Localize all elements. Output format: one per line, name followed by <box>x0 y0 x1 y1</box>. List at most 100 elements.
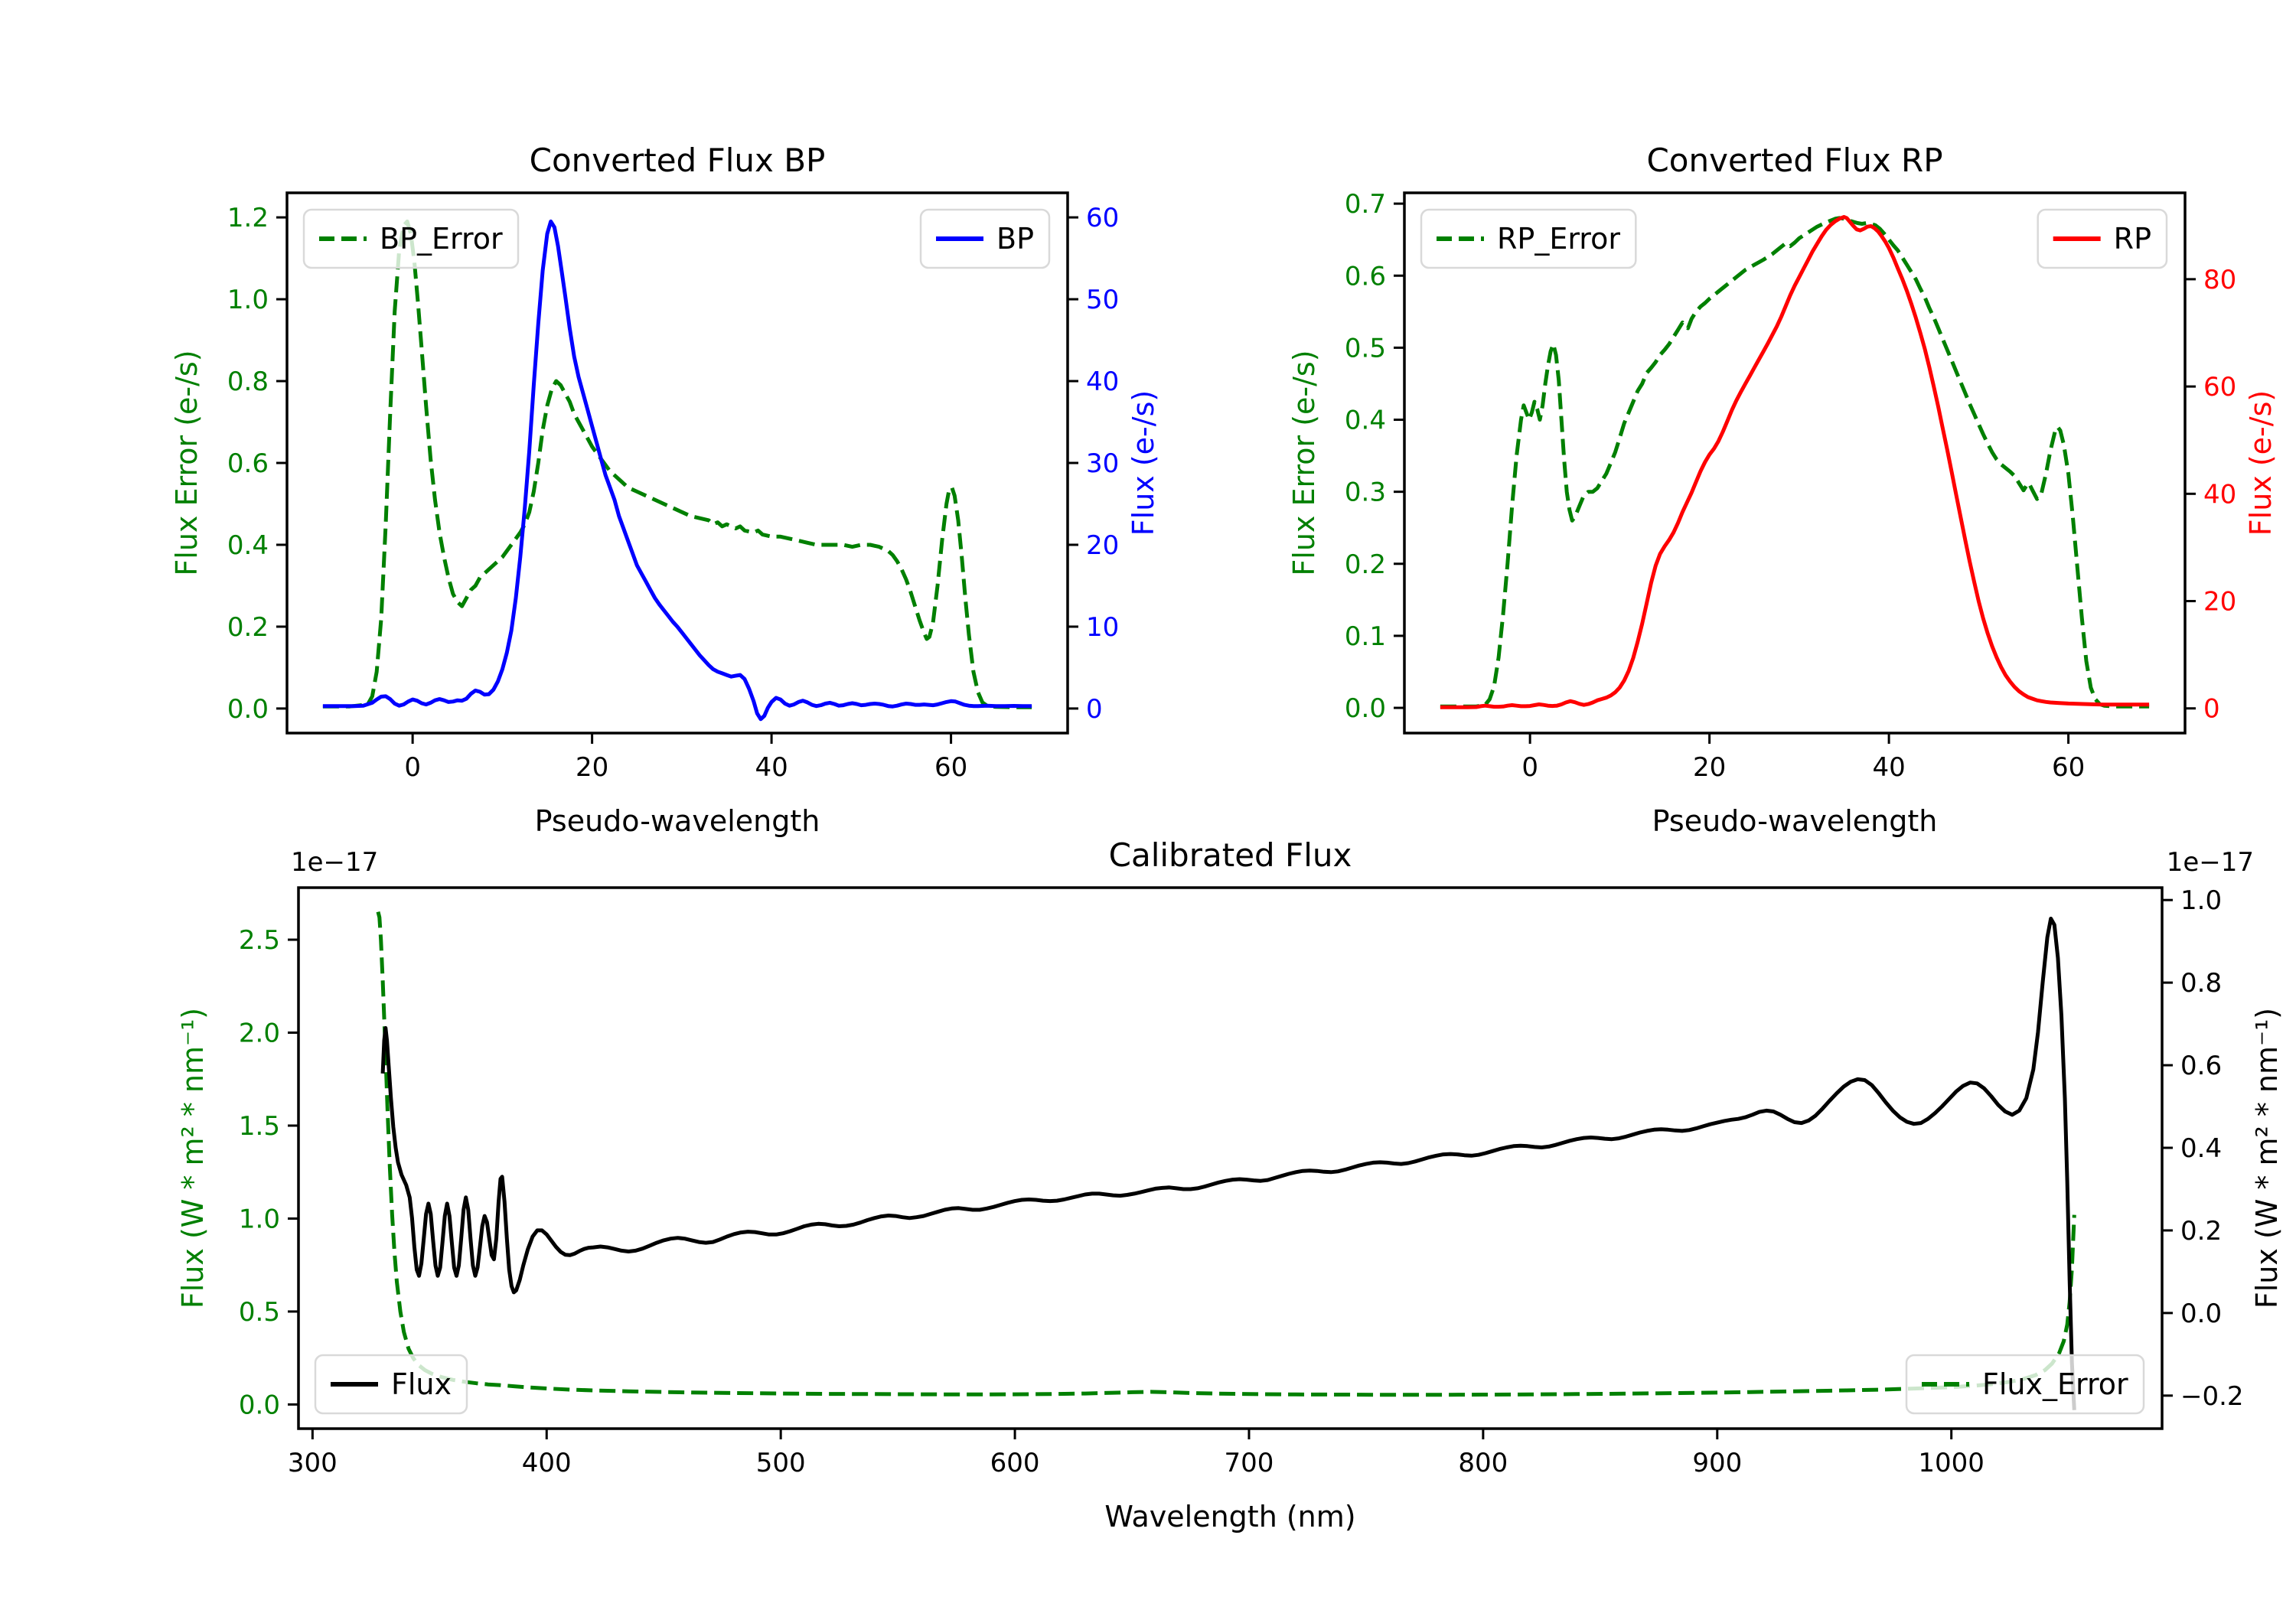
rp-legend: RP <box>2037 208 2168 269</box>
bp-right-tick-label: 20 <box>1086 530 1119 561</box>
rp-right-tick-label: 20 <box>2203 587 2236 618</box>
rp-left-tick-label: 0.2 <box>1345 549 1386 580</box>
cal-series-group <box>376 911 2076 1410</box>
cal-right-tick-label: 0.4 <box>2180 1133 2222 1164</box>
cal-right-tick-label: 0.6 <box>2180 1051 2222 1081</box>
flux-legend-box <box>314 1354 468 1415</box>
bp-right-tick-label: 0 <box>1086 694 1103 725</box>
flux_error-series-line <box>376 911 2076 1397</box>
bp-left-axis-label: Flux Error (e-/s) <box>170 350 204 575</box>
flux_error-legend-label: Flux_Error <box>1982 1367 2128 1401</box>
bp-left-tick-label: 0.0 <box>227 694 269 725</box>
bp-x-tick-label: 0 <box>404 752 421 783</box>
bp-x-tick-label: 20 <box>576 752 608 783</box>
rp-x-tick-label: 40 <box>1872 752 1905 783</box>
bp-axes-frame <box>285 191 1069 735</box>
cal-right-tick-label: 1.0 <box>2180 885 2222 916</box>
cal-left-axis-label: Flux (W * m² * nm⁻¹) <box>176 1008 210 1309</box>
rp-left-tick-label: 0.6 <box>1345 261 1386 292</box>
cal-left-tick-label: 2.5 <box>239 925 280 956</box>
cal-left-tick-label: 1.0 <box>239 1204 280 1234</box>
cal-x-tick-label: 700 <box>1225 1448 1274 1478</box>
cal-right-tick-label: 0.0 <box>2180 1299 2222 1329</box>
bp-x-axis-label: Pseudo-wavelength <box>535 804 820 838</box>
rp-left-axis-label: Flux Error (e-/s) <box>1287 350 1321 575</box>
bp_error-series-line <box>322 219 1032 709</box>
bp-right-tick-label: 60 <box>1086 203 1119 233</box>
cal-chart-title: Calibrated Flux <box>1109 836 1352 874</box>
cal-right-tick-label: −0.2 <box>2180 1381 2244 1412</box>
bp-legend-box <box>919 208 1051 269</box>
bp-legend-label: BP <box>996 222 1034 256</box>
bp-series-line <box>322 219 1032 722</box>
cal-x-tick-label: 900 <box>1692 1448 1742 1478</box>
bp-left-tick-label: 0.4 <box>227 530 269 561</box>
cal-axes-frame <box>297 886 2164 1430</box>
rp_error-legend: RP_Error <box>1420 208 1637 269</box>
cal-x-tick-label: 400 <box>522 1448 572 1478</box>
bp_error-legend-label: BP_Error <box>380 222 503 256</box>
rp-axes-frame <box>1403 191 2187 735</box>
rp-right-tick-label: 60 <box>2203 372 2236 402</box>
cal-right-tick-label: 0.8 <box>2180 968 2222 999</box>
cal-chart: Flux Flux_Error 300 400 500 600 700 800 900 1000 0… <box>176 836 2284 1533</box>
flux-legend: Flux <box>314 1354 468 1415</box>
bp-right-tick-label: 10 <box>1086 612 1119 643</box>
bp-left-tick-label: 1.2 <box>227 203 269 233</box>
rp_error-legend-label: RP_Error <box>1497 222 1620 256</box>
cal-left-tick-label: 2.0 <box>239 1018 280 1049</box>
cal-right-tick-label: 0.2 <box>2180 1216 2222 1247</box>
rp-right-tick-label: 0 <box>2203 694 2220 725</box>
cal-x-tick-label: 600 <box>990 1448 1040 1478</box>
cal-left-tick-label: 0.5 <box>239 1297 280 1328</box>
cal-x-tick-label: 800 <box>1458 1448 1508 1478</box>
rp-right-axis-label: Flux (e-/s) <box>2244 390 2278 536</box>
bp-right-tick-label: 50 <box>1086 285 1119 315</box>
flux_error-legend-box <box>1905 1354 2145 1415</box>
rp-legend-box <box>2037 208 2168 269</box>
bp-legend: BP <box>919 208 1051 269</box>
bp-left-tick-label: 0.2 <box>227 612 269 643</box>
rp-left-tick-label: 0.0 <box>1345 693 1386 724</box>
rp-x-axis-label: Pseudo-wavelength <box>1652 804 1938 838</box>
rp-left-tick-label: 0.7 <box>1345 189 1386 220</box>
bp-x-tick-label: 60 <box>934 752 967 783</box>
bp-left-tick-label: 1.0 <box>227 285 269 315</box>
rp_error-legend-box <box>1420 208 1637 269</box>
rp-x-tick-label: 60 <box>2052 752 2085 783</box>
bp-right-tick-label: 40 <box>1086 367 1119 397</box>
rp-left-tick-label: 0.4 <box>1345 406 1386 436</box>
rp_error-series-line <box>1440 216 2150 709</box>
bp-series-group <box>322 219 1032 722</box>
cal-x-tick-label: 1000 <box>1918 1448 1985 1478</box>
rp-chart: RP_Error RP 0 20 40 60 0.0 0.1 0.2 0.3 0.4 0.5 0.6 0.… <box>1287 142 2278 838</box>
bp-right-tick-label: 30 <box>1086 448 1119 479</box>
cal-x-tick-label: 300 <box>288 1448 338 1478</box>
rp-left-tick-label: 0.1 <box>1345 621 1386 652</box>
bp-right-axis-label: Flux (e-/s) <box>1127 390 1160 536</box>
bp-left-tick-label: 0.6 <box>227 448 269 479</box>
flux-series-line <box>380 917 2076 1410</box>
cal-x-axis-label: Wavelength (nm) <box>1104 1500 1355 1533</box>
rp-chart-title: Converted Flux RP <box>1646 142 1942 179</box>
cal-x-tick-label: 500 <box>756 1448 806 1478</box>
bp_error-legend-box <box>302 208 520 269</box>
flux-legend-label: Flux <box>391 1367 452 1401</box>
rp-x-tick-label: 0 <box>1521 752 1538 783</box>
bp-chart: BP_Error BP 0 20 40 60 0.0 0.2 0.4 0.6 0.8 1.0 1.2 0 1… <box>170 142 1160 838</box>
rp-x-tick-label: 20 <box>1693 752 1726 783</box>
rp-right-tick-label: 40 <box>2203 479 2236 510</box>
rp-series-group <box>1440 215 2150 709</box>
bp_error-legend: BP_Error <box>302 208 520 269</box>
bp-x-tick-label: 40 <box>755 752 788 783</box>
rp-left-tick-label: 0.3 <box>1345 477 1386 508</box>
rp-series-line <box>1440 215 2150 709</box>
bp-chart-title: Converted Flux BP <box>530 142 826 179</box>
cal-right-offset-text: 1e−17 <box>2167 847 2254 878</box>
rp-legend-label: RP <box>2114 222 2151 256</box>
cal-left-tick-label: 0.0 <box>239 1390 280 1420</box>
rp-right-tick-label: 80 <box>2203 265 2236 295</box>
cal-right-axis-label: Flux (W * m² * nm⁻¹) <box>2250 1008 2284 1309</box>
